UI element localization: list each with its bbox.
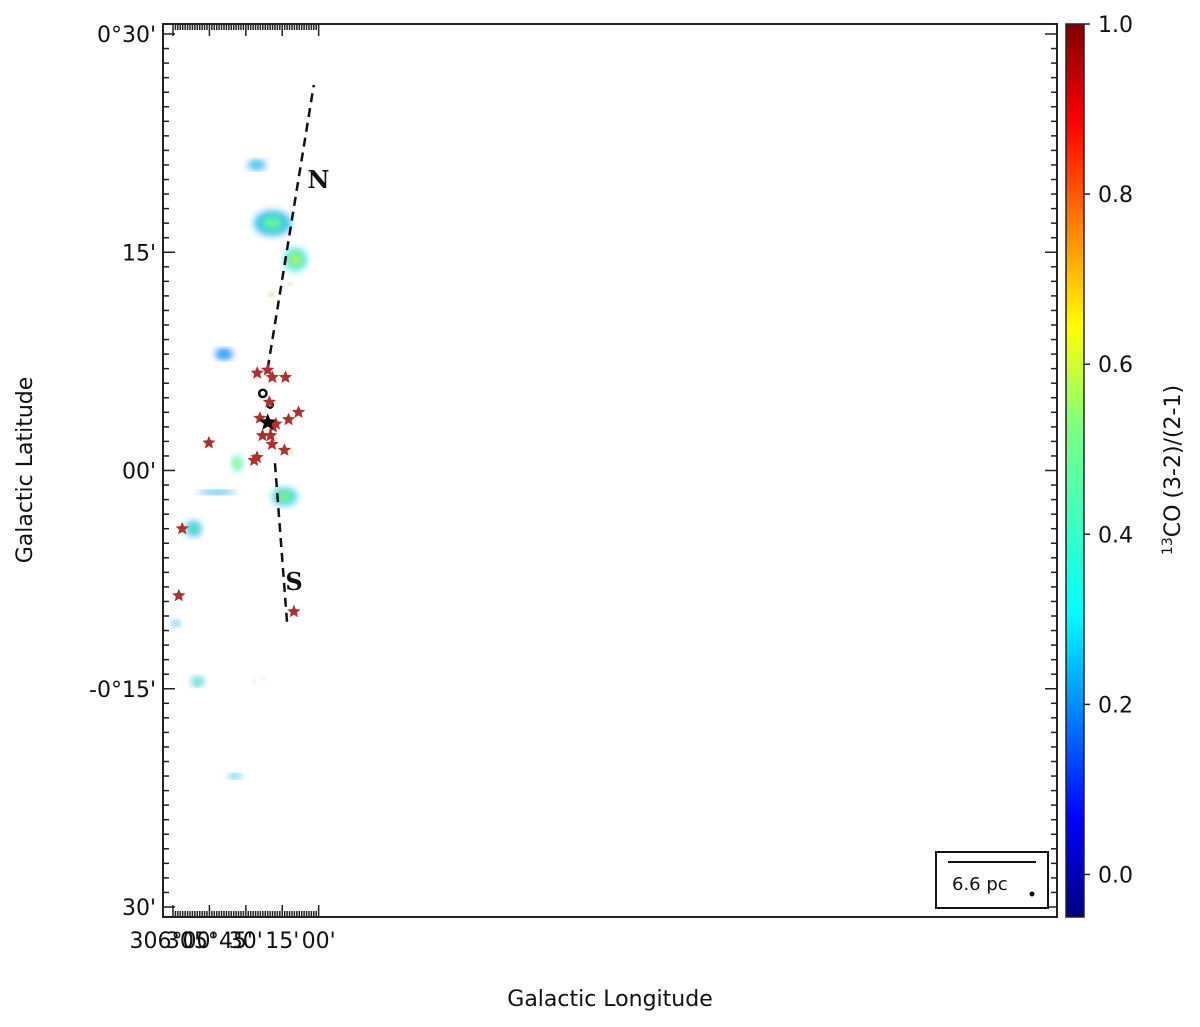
scale-bar-label: 6.6 pc [952, 874, 1008, 895]
source-star-10 [263, 428, 278, 442]
y-tick-label: 15' [122, 241, 156, 266]
source-star-12 [265, 370, 279, 383]
emission-regions [172, 160, 307, 779]
x-tick-label: 30' [229, 929, 263, 954]
colorbar-ticks: 0.0 0.2 0.4 0.6 0.8 1.0 [1084, 13, 1133, 888]
region-southwest-clump [193, 678, 202, 685]
colorbar-gradient [1065, 23, 1085, 918]
y-tick-labels: 0°30' 15' 00' -0°15' 30' [89, 23, 156, 921]
source-star-4 [250, 450, 264, 464]
colorbar-tick-label: 0.2 [1098, 693, 1133, 718]
x-tick-labels: 306°00'305°45'30' 15' 00' [129, 929, 335, 954]
region-northern-east-ring [288, 252, 303, 267]
colorbar-tick-label: 1.0 [1098, 13, 1133, 38]
source-star-16 [278, 370, 293, 383]
region-long-filament [204, 491, 230, 494]
region-southern-core [288, 449, 292, 454]
x-tick-label: 15' [265, 929, 299, 954]
source-star-19 [287, 604, 301, 618]
colorbar: 0.0 0.2 0.4 0.6 0.8 1.0 13CO (3-2)/(2-1) [1065, 13, 1186, 918]
x-tick-label: 305°45' [166, 929, 253, 954]
overlay-layer: NS [172, 84, 329, 624]
source-star-17 [281, 412, 296, 426]
colorbar-tick-label: 0.6 [1098, 353, 1133, 378]
cut-label-S: S [285, 567, 302, 596]
source-star-2 [202, 435, 216, 449]
source-star-9 [262, 395, 276, 408]
y-tick-label: 00' [122, 460, 156, 485]
source-star-8 [261, 363, 275, 376]
plot-area [163, 24, 1057, 917]
region-west-edge-clump [173, 621, 179, 626]
source-star-18 [291, 405, 306, 418]
y-axis-label: Galactic Latitude [13, 377, 38, 564]
region-northern-core [269, 292, 273, 297]
x-tick-label: 00' [302, 929, 336, 954]
cut-label-N: N [307, 165, 329, 194]
x-tick-label: 306°00' [129, 929, 216, 954]
region-west-cloud [188, 523, 199, 534]
y-tick-label: 30' [122, 896, 156, 921]
x-axis-label: Galactic Longitude [507, 987, 712, 1012]
source-star-7 [255, 428, 270, 442]
source-star-11 [265, 437, 279, 450]
region-northern-arc [260, 215, 285, 232]
source-star-6 [253, 411, 267, 424]
source-star-20 [175, 521, 189, 535]
region-southern-filament [230, 774, 240, 778]
y-tick-label: -0°15' [89, 678, 156, 703]
region-small-clump-1 [253, 680, 256, 683]
source-star-1 [172, 588, 186, 602]
beam-dot [1029, 891, 1035, 897]
region-southern-cloud [276, 491, 293, 503]
colorbar-label: 13CO (3-2)/(2-1) [1160, 385, 1186, 555]
axis-ticks [163, 24, 1057, 917]
scale-bar: 6.6 pc [935, 851, 1049, 909]
colorbar-tick-label: 0.4 [1098, 523, 1133, 548]
source-star-5 [250, 366, 264, 379]
region-pillar-core [236, 466, 239, 469]
central-star [259, 413, 277, 430]
colorbar-tick-label: 0.0 [1098, 863, 1133, 888]
y-tick-label: 0°30' [97, 23, 156, 48]
colorbar-label-species: CO [1161, 505, 1186, 538]
source-star-15 [277, 443, 292, 456]
cut-line-N [266, 84, 316, 369]
region-northeast-core [287, 282, 292, 286]
circle-1 [257, 388, 268, 399]
region-mid-west-blobs [218, 350, 230, 358]
colorbar-tick-label: 0.8 [1098, 183, 1133, 208]
region-small-clump-2 [262, 677, 265, 680]
source-star-14 [269, 416, 283, 430]
region-central-pillar [234, 458, 241, 468]
cut-line-S [273, 463, 289, 624]
colorbar-label-ratio: (3-2)/(2-1) [1161, 385, 1186, 499]
region-northern-west-filament [251, 162, 263, 168]
region-southwest-core [195, 684, 198, 687]
colorbar-label-isotope: 13 [1160, 537, 1176, 555]
